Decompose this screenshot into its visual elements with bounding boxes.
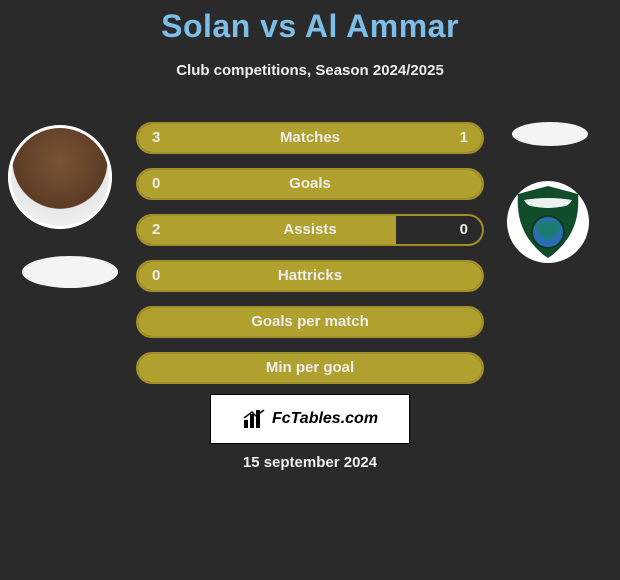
- club-badge-right: [506, 180, 590, 269]
- bars-icon: [242, 408, 266, 430]
- shield-icon: [506, 180, 590, 264]
- stat-value-right: 1: [460, 124, 468, 152]
- page-title: Solan vs Al Ammar: [0, 8, 620, 45]
- stat-label: Goals: [138, 170, 482, 198]
- stat-row: Goals per match: [136, 306, 484, 338]
- stat-row: Min per goal: [136, 352, 484, 384]
- page-subtitle: Club competitions, Season 2024/2025: [0, 62, 620, 79]
- stat-row: Matches3 1: [136, 122, 484, 154]
- player-avatar-left: [8, 125, 112, 229]
- stat-value-left: 2: [152, 216, 160, 244]
- stat-value-left: 3: [152, 124, 160, 152]
- stats-container: Matches31Goals0Assists20Hattricks0Goals …: [136, 122, 484, 398]
- stat-value-right: 0: [460, 216, 468, 244]
- stat-label: Matches: [138, 124, 482, 152]
- stat-row: Goals0: [136, 168, 484, 200]
- comparison-card: Solan vs Al Ammar Club competitions, Sea…: [0, 0, 620, 580]
- stat-label: Goals per match: [138, 308, 482, 336]
- club-ellipse-left: [22, 256, 118, 288]
- logo-text: FcTables.com: [272, 410, 378, 428]
- stat-value-left: 0: [152, 262, 160, 290]
- stat-label: Hattricks: [138, 262, 482, 290]
- stat-value-left: 0: [152, 170, 160, 198]
- stat-row: Assists2 0: [136, 214, 484, 246]
- date-text: 15 september 2024: [0, 454, 620, 471]
- stat-label: Min per goal: [138, 354, 482, 382]
- club-ellipse-right: [512, 122, 588, 146]
- stat-label: Assists: [138, 216, 482, 244]
- stat-row: Hattricks0: [136, 260, 484, 292]
- fctables-logo-box: FcTables.com: [210, 394, 410, 444]
